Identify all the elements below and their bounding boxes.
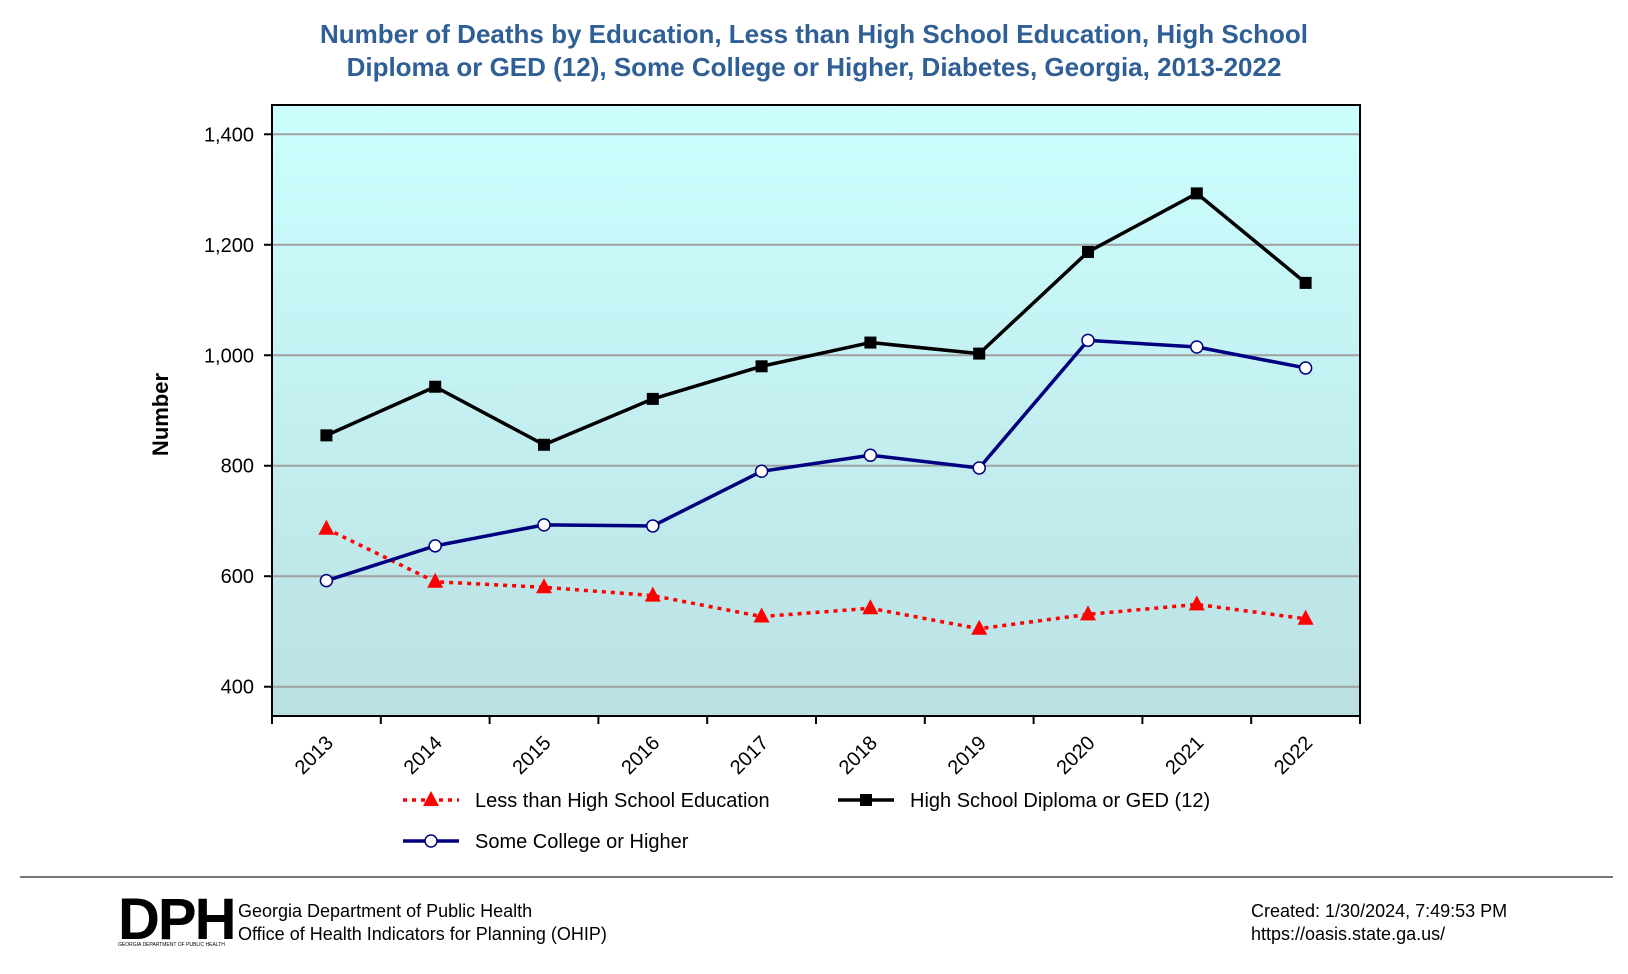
x-tick-label: 2018	[835, 732, 882, 779]
data-point	[971, 619, 988, 635]
creation-info: Created: 1/30/2024, 7:49:53 PM https://o…	[1251, 900, 1507, 946]
x-axis: 2013 2014 2015 2016 2017 2018 2019 2020 2021 2022	[271, 716, 1361, 779]
organization-info: Georgia Department of Public Health Offi…	[238, 900, 607, 946]
legend-marker	[860, 794, 872, 806]
data-point	[972, 461, 986, 475]
series-0	[318, 519, 1314, 635]
x-tick-label: 2022	[1270, 732, 1317, 779]
data-point	[536, 578, 552, 594]
dph-logo: DPH GEORGIA DEPARTMENT OF PUBLIC HEALTH	[118, 890, 236, 952]
data-point	[862, 599, 879, 615]
series-line	[325, 338, 1306, 583]
data-point	[429, 380, 442, 393]
data-point	[428, 539, 442, 553]
source-url[interactable]: https://oasis.state.ga.us/	[1251, 924, 1446, 944]
x-tick-label: 2020	[1053, 732, 1100, 779]
data-point	[1081, 333, 1095, 348]
y-tick-label: 1,200	[204, 235, 254, 257]
series-1	[320, 187, 1312, 451]
y-tick-label: 600	[221, 566, 254, 588]
data-point	[644, 586, 661, 602]
data-point	[537, 518, 551, 532]
data-point	[1190, 187, 1203, 200]
x-tick-label: 2013	[291, 732, 338, 779]
x-tick-label: 2019	[944, 732, 991, 779]
series-layer	[318, 187, 1314, 635]
y-tick-label: 800	[221, 456, 254, 478]
chart-title: Number of Deaths by Education, Less than…	[0, 18, 1628, 84]
data-point	[427, 572, 444, 588]
data-point	[1298, 361, 1313, 375]
org-office: Office of Health Indicators for Planning…	[238, 924, 607, 944]
data-point	[538, 438, 550, 451]
series-line	[325, 527, 1306, 631]
legend-marker	[423, 791, 439, 806]
legend-label: Less than High School Education	[475, 790, 770, 812]
data-point	[754, 464, 769, 479]
legend-item: Some College or Higher	[403, 831, 689, 853]
y-tick-label: 1,400	[204, 124, 254, 146]
x-tick-label: 2014	[400, 732, 447, 779]
legend-label: High School Diploma or GED (12)	[910, 790, 1210, 812]
data-point	[646, 519, 660, 533]
data-point	[1299, 276, 1312, 289]
x-tick-label: 2015	[509, 732, 556, 779]
data-point	[1297, 609, 1314, 625]
created-timestamp: Created: 1/30/2024, 7:49:53 PM	[1251, 901, 1508, 921]
legend-label: Some College or Higher	[475, 831, 689, 853]
y-tick-label: 400	[221, 677, 254, 699]
legend-marker	[424, 834, 438, 848]
data-point	[863, 448, 878, 462]
chart-title-line-1: Number of Deaths by Education, Less than…	[319, 19, 1309, 49]
data-point	[1188, 595, 1205, 611]
legend-item: High School Diploma or GED (12)	[838, 790, 1210, 812]
y-axis: 400 600 800 1,000 1,200 1,400	[204, 124, 272, 699]
legend: Less than High School Education High Scho…	[403, 790, 1210, 853]
data-point	[753, 607, 770, 623]
legend-item: Less than High School Education	[403, 790, 770, 812]
data-point	[319, 573, 334, 588]
data-point	[320, 429, 333, 442]
x-tick-label: 2016	[617, 732, 664, 779]
y-axis-label: Number	[148, 373, 173, 457]
logo-letters: DPH	[118, 887, 236, 952]
data-point	[1080, 605, 1096, 621]
data-point	[864, 336, 877, 349]
data-point	[646, 392, 659, 405]
logo-subtext: GEORGIA DEPARTMENT OF PUBLIC HEALTH	[118, 942, 225, 948]
data-point	[318, 519, 335, 535]
y-tick-label: 1,000	[204, 345, 254, 367]
chart-title-line-2: Diploma or GED (12), Some College or Hig…	[346, 52, 1282, 82]
org-name: Georgia Department of Public Health	[238, 901, 533, 921]
x-tick-label: 2021	[1161, 732, 1208, 779]
series-2	[319, 333, 1313, 588]
footer-divider	[20, 876, 1613, 878]
data-point	[755, 360, 768, 373]
data-point	[1082, 245, 1094, 258]
x-tick-label: 2017	[726, 732, 773, 779]
data-point	[1190, 340, 1204, 354]
series-line	[325, 191, 1307, 447]
data-point	[973, 347, 986, 360]
